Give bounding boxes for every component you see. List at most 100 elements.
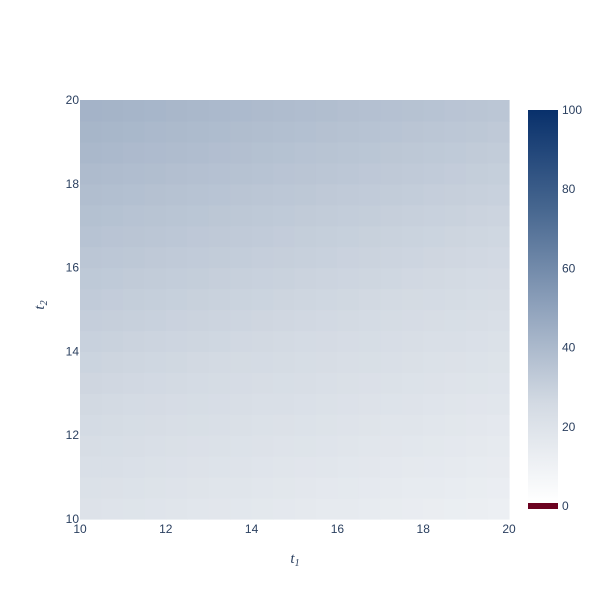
heatmap-cell xyxy=(101,204,124,227)
heatmap-cell xyxy=(423,225,446,248)
heatmap-cell xyxy=(251,204,274,227)
heatmap-cell xyxy=(423,351,446,373)
heatmap-cell xyxy=(80,309,103,332)
heatmap-cell xyxy=(122,141,145,164)
heatmap-cell xyxy=(294,267,317,290)
heatmap-cell xyxy=(315,414,338,436)
heatmap-cell xyxy=(337,498,360,520)
heatmap-cell xyxy=(294,393,317,415)
heatmap-cell xyxy=(466,141,489,164)
heatmap-cell xyxy=(230,456,253,478)
heatmap-cell xyxy=(230,288,253,311)
heatmap-cell xyxy=(294,246,317,269)
heatmap-cell xyxy=(444,456,467,478)
heatmap-cell xyxy=(273,456,296,478)
heatmap-cell xyxy=(423,120,446,143)
heatmap-cell xyxy=(466,204,489,227)
heatmap-cell xyxy=(187,372,210,394)
heatmap-cell xyxy=(144,435,167,457)
heatmap-cells xyxy=(80,100,510,520)
heatmap-cell xyxy=(144,225,167,248)
heatmap-cell xyxy=(230,225,253,248)
heatmap-cell xyxy=(251,246,274,269)
heatmap-cell xyxy=(423,141,446,164)
heatmap-cell xyxy=(273,435,296,457)
heatmap-cell xyxy=(80,183,103,206)
heatmap-cell xyxy=(358,477,381,499)
heatmap-cell xyxy=(122,162,145,185)
heatmap-cell xyxy=(337,246,360,269)
heatmap-cell xyxy=(273,477,296,499)
x-tick-label: 16 xyxy=(331,522,345,536)
heatmap-cell xyxy=(230,414,253,436)
heatmap-cell xyxy=(230,372,253,394)
heatmap-cell xyxy=(208,225,231,248)
heatmap-cell xyxy=(315,141,338,164)
heatmap-cell xyxy=(337,204,360,227)
heatmap-cell xyxy=(294,414,317,436)
heatmap-cell xyxy=(466,309,489,332)
heatmap-cell xyxy=(401,330,424,352)
heatmap-cell xyxy=(208,204,231,227)
heatmap-cell xyxy=(423,183,446,206)
heatmap-cell xyxy=(444,330,467,352)
heatmap-cell xyxy=(144,456,167,478)
heatmap-cell xyxy=(208,477,231,499)
colorbar-tick-label: 80 xyxy=(562,182,576,196)
heatmap-cell xyxy=(80,330,103,352)
heatmap-cell xyxy=(401,372,424,394)
heatmap-cell xyxy=(444,162,467,185)
heatmap-cell xyxy=(122,288,145,311)
heatmap-cell xyxy=(358,141,381,164)
heatmap-cell xyxy=(466,372,489,394)
heatmap-cell xyxy=(487,204,510,227)
heatmap-cell xyxy=(101,309,124,332)
heatmap-cell xyxy=(273,267,296,290)
heatmap-cell xyxy=(122,351,145,373)
heatmap-cell xyxy=(251,162,274,185)
heatmap-cell xyxy=(187,100,210,122)
heatmap-cell xyxy=(80,141,103,164)
heatmap-cell xyxy=(80,498,103,520)
heatmap-cell xyxy=(165,435,188,457)
heatmap-cell xyxy=(122,183,145,206)
heatmap-cell xyxy=(423,246,446,269)
y-axis-ticks: 10 12 14 16 18 20 xyxy=(66,93,80,526)
heatmap-cell xyxy=(401,141,424,164)
heatmap-cell xyxy=(358,330,381,352)
heatmap-cell xyxy=(294,435,317,457)
heatmap-cell xyxy=(466,414,489,436)
heatmap-cell xyxy=(358,393,381,415)
heatmap-cell xyxy=(294,351,317,373)
heatmap-cell xyxy=(80,225,103,248)
heatmap-cell xyxy=(101,477,124,499)
heatmap-cell xyxy=(444,204,467,227)
heatmap-cell xyxy=(423,330,446,352)
heatmap-cell xyxy=(358,204,381,227)
heatmap-cell xyxy=(444,100,467,122)
heatmap-cell xyxy=(230,246,253,269)
heatmap-cell xyxy=(487,288,510,311)
heatmap-cell xyxy=(80,435,103,457)
heatmap-cell xyxy=(358,351,381,373)
heatmap-cell xyxy=(294,225,317,248)
heatmap-cell xyxy=(337,183,360,206)
heatmap-cell xyxy=(380,141,403,164)
heatmap-cell xyxy=(144,100,167,122)
heatmap-cell xyxy=(230,393,253,415)
heatmap-cell xyxy=(337,100,360,122)
colorbar-ticks: 0 20 40 60 80 100 xyxy=(562,103,582,513)
heatmap-cell xyxy=(187,267,210,290)
heatmap-cell xyxy=(423,288,446,311)
heatmap-cell xyxy=(487,120,510,143)
heatmap-cell xyxy=(251,100,274,122)
heatmap-cell xyxy=(358,456,381,478)
heatmap-cell xyxy=(444,393,467,415)
heatmap-cell xyxy=(144,309,167,332)
heatmap-cell xyxy=(423,414,446,436)
colorbar-tick-label: 100 xyxy=(562,103,582,117)
heatmap-cell xyxy=(444,477,467,499)
heatmap-cell xyxy=(337,267,360,290)
heatmap-cell xyxy=(337,288,360,311)
